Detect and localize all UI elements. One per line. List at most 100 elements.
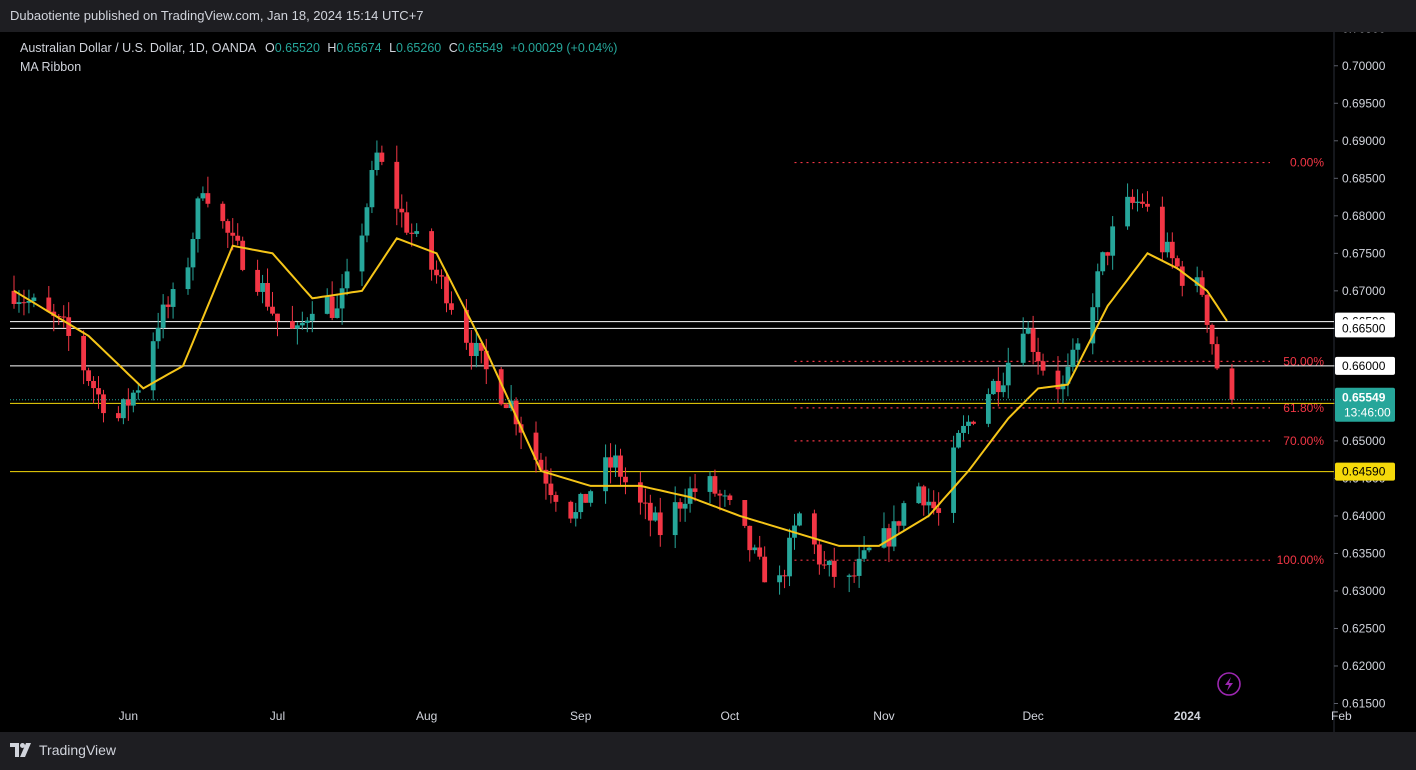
candle-body (16, 302, 22, 304)
candle-body (578, 493, 584, 513)
candle-body (11, 290, 17, 304)
candle-body (538, 459, 544, 470)
candle-body (404, 212, 410, 233)
level-badge-label-1: 0.66500 (1342, 321, 1386, 335)
candle-body (235, 235, 241, 241)
price-chart[interactable]: 0.00% 50.00% 61.80% 70.00% 100.00% 0.70500 0.… (0, 32, 1416, 732)
candle-body (240, 240, 246, 270)
price-tick-2: 0.69500 (1342, 96, 1386, 110)
last-price-badge (1335, 387, 1395, 422)
candle-body (1100, 252, 1106, 272)
candle-body (468, 342, 474, 357)
candle-body (135, 390, 141, 393)
candle-body (399, 208, 405, 213)
candle-body (1025, 328, 1031, 334)
candle-body (473, 342, 479, 357)
candle-body (886, 528, 892, 547)
candle-body (707, 476, 713, 492)
candle-body (677, 502, 683, 509)
candle-body (985, 394, 991, 424)
candle-body (652, 512, 658, 521)
candle-body (657, 512, 663, 536)
tradingview-logo[interactable]: TradingView (10, 742, 116, 758)
low-value: 0.65260 (396, 41, 442, 55)
candle-body (498, 369, 504, 405)
tradingview-brand: TradingView (39, 742, 117, 758)
candle-body (926, 501, 932, 506)
candle-body (503, 404, 509, 409)
candle-body (1030, 328, 1036, 352)
candle-body (91, 380, 96, 389)
horizontal-levels[interactable] (10, 321, 1334, 473)
chart-background (0, 32, 1416, 732)
price-tick-5: 0.68000 (1342, 209, 1386, 223)
candle-body (966, 421, 971, 426)
candle-body (647, 502, 653, 521)
candle-body (309, 313, 315, 321)
fib-label-2: 61.80% (1283, 401, 1324, 415)
candle-body (1140, 201, 1145, 204)
candle-body (185, 267, 191, 290)
candle-body (990, 380, 996, 395)
candle-body (861, 550, 867, 559)
last-price-label: 0.65549 (1342, 391, 1386, 405)
candle-body (265, 283, 270, 307)
candle-body (359, 235, 365, 272)
candle-body (1159, 206, 1165, 253)
candle-body (637, 482, 643, 503)
candle-body (56, 316, 62, 318)
candle-body (682, 503, 688, 509)
candle-body (866, 547, 872, 551)
candle-body (553, 495, 559, 502)
candle-body (364, 207, 370, 236)
change-value: +0.00029 (+0.04%) (510, 41, 618, 55)
candle-body (727, 495, 733, 501)
candle-body (573, 512, 579, 519)
indicator-label[interactable]: MA Ribbon (20, 60, 82, 74)
fibonacci-retracement[interactable]: 0.00% 50.00% 61.80% 70.00% 100.00% (794, 156, 1324, 568)
candle-body (289, 321, 295, 329)
price-tick-4: 0.68500 (1342, 171, 1386, 185)
candle-body (46, 297, 52, 312)
price-tick-0: 0.70500 (1342, 32, 1386, 35)
candle-body (1035, 351, 1041, 362)
candle-body (130, 392, 136, 406)
candle-body (81, 335, 86, 371)
candle-body (951, 447, 956, 513)
candle-body (995, 380, 1001, 393)
fib-label-0: 0.00% (1290, 156, 1324, 170)
candle-body (777, 575, 782, 583)
candle-body (543, 469, 549, 484)
candle-body (672, 502, 678, 536)
candle-body (956, 432, 961, 448)
candle-body (444, 276, 449, 304)
candle-body (1000, 385, 1006, 393)
candle-body (225, 221, 231, 233)
lightning-icon[interactable] (1217, 672, 1241, 696)
candle-body (712, 476, 718, 494)
candle-body (379, 152, 385, 162)
candle-body (414, 231, 420, 234)
level-badge-2 (1335, 356, 1395, 375)
candle-body (623, 476, 628, 483)
candle-body (1135, 201, 1140, 203)
open-label: O (264, 41, 275, 55)
candle-body (1075, 343, 1081, 350)
candle-body (26, 300, 32, 303)
time-axis[interactable]: Jun Jul Aug Sep Oct Nov Dec 2024 Feb (119, 709, 1352, 723)
candle-body (856, 558, 862, 576)
candle-body (304, 320, 310, 323)
candle-body (533, 432, 539, 460)
symbol-title: Australian Dollar / U.S. Dollar, 1D, OAN… (20, 41, 256, 55)
candle-body (160, 304, 166, 328)
candle-body (190, 239, 196, 268)
candle-body (220, 203, 226, 222)
candle-body (548, 483, 554, 496)
candle-body (483, 350, 489, 370)
price-tick-15: 0.63000 (1342, 584, 1386, 598)
candle-body (826, 560, 832, 566)
chart-legend: Australian Dollar / U.S. Dollar, 1D, OAN… (20, 39, 617, 77)
close-label: C (448, 41, 458, 55)
level-badge-label-4: 0.64590 (1342, 465, 1386, 479)
candle-body (1174, 258, 1180, 267)
